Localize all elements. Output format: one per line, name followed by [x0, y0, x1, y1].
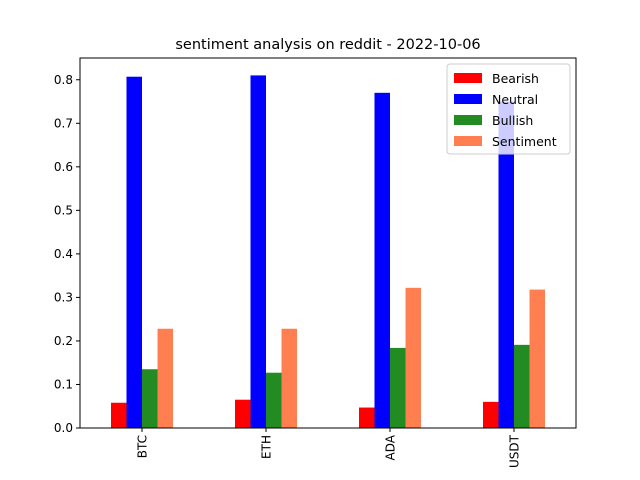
bar-bullish-btc [142, 369, 158, 428]
legend-swatch-neutral [454, 94, 482, 104]
legend-label-neutral: Neutral [492, 92, 538, 107]
legend-label-bullish: Bullish [492, 113, 533, 128]
bar-bullish-eth [266, 372, 282, 428]
bar-bearish-ada [359, 407, 375, 428]
bar-bearish-btc [111, 402, 127, 428]
bar-sentiment-eth [281, 328, 297, 428]
x-tick-label-usdt: USDT [508, 434, 522, 468]
bar-bearish-usdt [483, 401, 499, 428]
legend: Bearish Neutral Bullish Sentiment [446, 63, 571, 155]
bar-neutral-btc [126, 76, 142, 428]
bar-bullish-usdt [514, 344, 530, 428]
bar-neutral-ada [374, 92, 390, 428]
y-tick-label: 0.0 [54, 421, 73, 435]
y-tick-label: 0.8 [54, 73, 73, 87]
y-tick-label: 0.4 [54, 247, 73, 261]
bar-sentiment-usdt [529, 289, 545, 428]
legend-label-bearish: Bearish [492, 71, 539, 86]
x-tick-label-eth: ETH [260, 435, 274, 459]
y-tick-label: 0.1 [54, 377, 73, 391]
x-tick-label-ada: ADA [384, 434, 398, 460]
legend-swatch-bullish [454, 115, 482, 125]
legend-swatch-sentiment [454, 136, 482, 146]
y-tick-label: 0.7 [54, 116, 73, 130]
plot-frame [79, 57, 577, 429]
bar-bullish-ada [390, 347, 406, 428]
bar-sentiment-ada [405, 287, 421, 428]
bar-bearish-eth [235, 399, 251, 428]
legend-swatch-bearish [454, 73, 482, 83]
bar-neutral-eth [250, 75, 266, 428]
y-tick-label: 0.6 [54, 160, 73, 174]
x-tick-label-btc: BTC [136, 435, 150, 458]
y-axis: 0.0 0.1 0.2 0.3 0.4 0.5 0.6 0.7 0.8 [54, 73, 80, 435]
bar-sentiment-btc [157, 328, 173, 428]
legend-label-sentiment: Sentiment [492, 134, 557, 149]
bars-group [111, 75, 545, 428]
y-tick-label: 0.3 [54, 290, 73, 304]
y-tick-label: 0.5 [54, 203, 73, 217]
chart-title: sentiment analysis on reddit - 2022-10-0… [175, 37, 480, 53]
bar-neutral-usdt [498, 101, 514, 428]
legend-box [446, 63, 571, 155]
x-axis: BTC ETH ADA USDT [136, 428, 522, 468]
y-tick-label: 0.2 [54, 334, 73, 348]
